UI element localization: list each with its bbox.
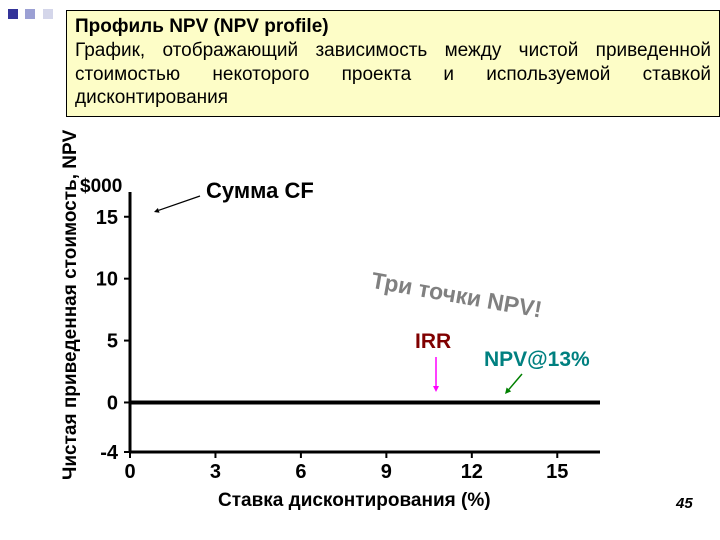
svg-text:3: 3: [210, 461, 221, 483]
svg-text:5: 5: [107, 331, 118, 353]
svg-text:0: 0: [124, 461, 135, 483]
svg-text:15: 15: [546, 461, 568, 483]
svg-text:9: 9: [381, 461, 392, 483]
svg-text:0: 0: [107, 392, 118, 414]
annotation-0: Сумма CF: [206, 178, 314, 204]
svg-text:6: 6: [295, 461, 306, 483]
svg-text:-4: -4: [100, 442, 119, 464]
annotation-2: IRR: [415, 330, 451, 354]
svg-text:12: 12: [461, 461, 483, 483]
npv-profile-chart: -405101503691215: [0, 0, 720, 540]
svg-text:10: 10: [96, 269, 118, 291]
svg-text:15: 15: [96, 207, 118, 229]
annotation-3: NPV@13%: [484, 348, 590, 372]
